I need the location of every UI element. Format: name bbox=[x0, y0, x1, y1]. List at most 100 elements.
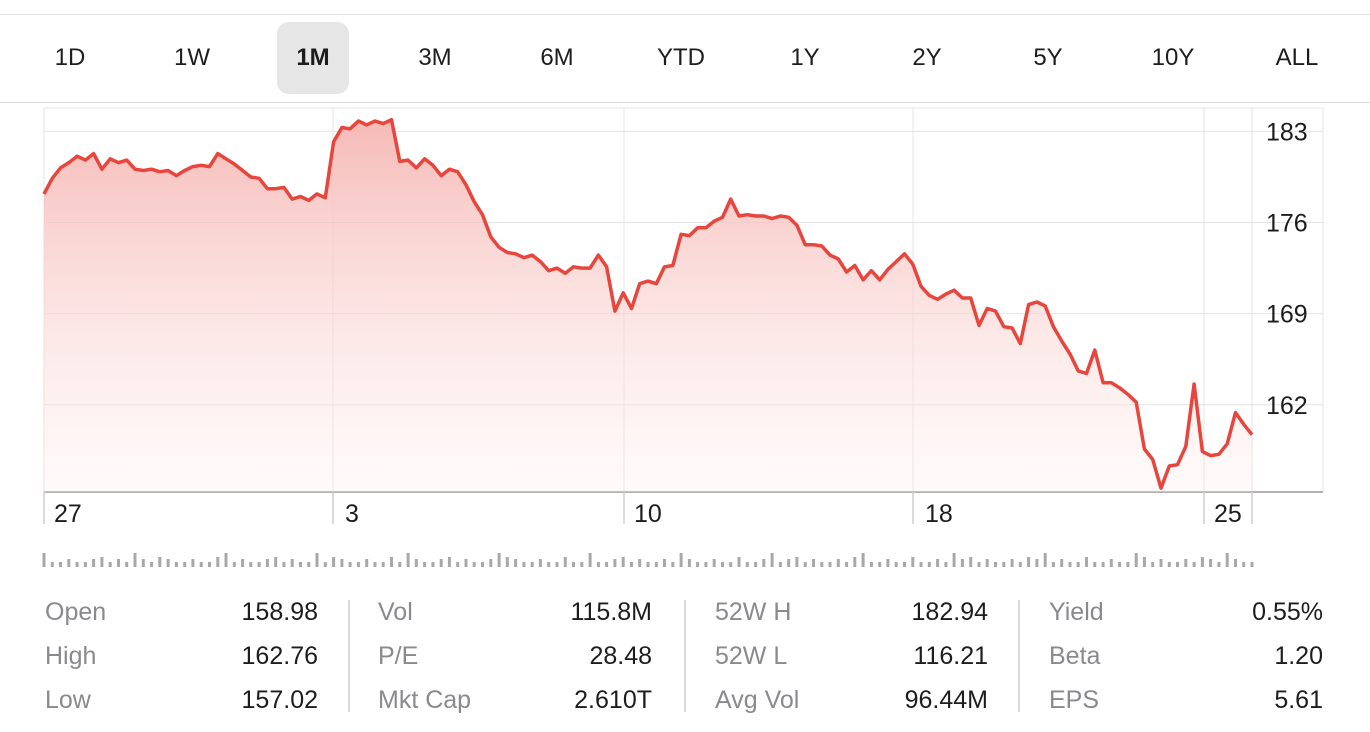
volume-bar bbox=[977, 562, 981, 567]
stat-row-vol: Vol 115.8M bbox=[378, 590, 652, 634]
volume-bar bbox=[894, 562, 898, 567]
stats-column: Vol 115.8M P/E 28.48 Mkt Cap 2.610T bbox=[378, 590, 652, 722]
volume-bar bbox=[1109, 559, 1113, 567]
range-tab-all[interactable]: ALL bbox=[1275, 44, 1319, 71]
volume-bar bbox=[1101, 562, 1105, 567]
range-tab-1y[interactable]: 1Y bbox=[790, 44, 820, 71]
volume-bar bbox=[514, 559, 518, 567]
range-tab-1m[interactable]: 1M bbox=[277, 22, 349, 94]
volume-bar bbox=[1176, 562, 1179, 567]
tabs-divider bbox=[0, 102, 1370, 103]
volume-bar bbox=[1060, 559, 1064, 567]
volume-bar bbox=[588, 553, 592, 567]
volume-bar bbox=[547, 562, 551, 567]
volume-bar bbox=[423, 562, 427, 567]
volume-bars bbox=[42, 553, 1254, 567]
stats-divider bbox=[1018, 600, 1020, 712]
stat-label: Avg Vol bbox=[715, 686, 800, 714]
stats-column: Yield 0.55% Beta 1.20 EPS 5.61 bbox=[1049, 590, 1323, 722]
volume-bar bbox=[745, 562, 749, 567]
volume-bar bbox=[249, 562, 253, 567]
volume-bar bbox=[861, 553, 865, 567]
volume-bar bbox=[580, 562, 584, 567]
stat-value: 162.76 bbox=[241, 642, 318, 670]
volume-bar bbox=[687, 559, 691, 567]
range-tab-5y[interactable]: 5Y bbox=[1033, 44, 1063, 71]
volume-bar bbox=[853, 557, 857, 567]
volume-bar bbox=[1051, 562, 1055, 567]
stat-label: Low bbox=[45, 686, 91, 714]
volume-bar bbox=[960, 559, 964, 567]
volume-bar bbox=[530, 562, 534, 567]
volume-bar bbox=[224, 553, 228, 567]
volume-bar bbox=[75, 562, 79, 567]
stat-row-high: High 162.76 bbox=[45, 634, 318, 678]
stats-column: 52W H 182.94 52W L 116.21 Avg Vol 96.44M bbox=[715, 590, 988, 722]
volume-bar bbox=[1209, 559, 1213, 567]
volume-bar bbox=[257, 562, 261, 567]
x-tick-label: 25 bbox=[1214, 500, 1242, 528]
stats-panel: Open 158.98 High 162.76 Low 157.02 Vol 115.8M P/… bbox=[0, 590, 1370, 730]
volume-bar bbox=[630, 562, 633, 567]
volume-bar bbox=[654, 562, 658, 567]
volume-bar bbox=[538, 559, 542, 567]
volume-bar bbox=[572, 562, 575, 567]
volume-bar bbox=[729, 562, 733, 567]
volume-bar bbox=[481, 562, 484, 567]
volume-bar bbox=[828, 562, 832, 567]
volume-bar bbox=[241, 559, 245, 567]
x-tick-label: 10 bbox=[634, 500, 662, 528]
stat-value: 116.21 bbox=[913, 642, 988, 670]
volume-bar bbox=[969, 557, 973, 567]
volume-bar bbox=[456, 562, 460, 567]
volume-bar bbox=[787, 559, 791, 567]
range-tab-ytd[interactable]: YTD bbox=[657, 44, 705, 71]
volume-bar bbox=[1151, 562, 1155, 567]
stats-divider bbox=[348, 600, 350, 712]
x-tick-label: 18 bbox=[925, 500, 953, 528]
volume-bar bbox=[803, 562, 807, 567]
volume-bar bbox=[373, 562, 377, 567]
range-tab-3m[interactable]: 3M bbox=[418, 44, 452, 71]
stats-column: Open 158.98 High 162.76 Low 157.02 bbox=[45, 590, 318, 722]
volume-bar bbox=[299, 562, 302, 567]
volume-bar bbox=[489, 559, 493, 567]
volume-bar bbox=[282, 562, 286, 567]
volume-bar bbox=[505, 557, 509, 567]
x-axis: 27 3 10 18 25 bbox=[43, 492, 1253, 528]
range-tab-6m[interactable]: 6M bbox=[540, 44, 574, 71]
volume-bar bbox=[340, 559, 344, 567]
volume-bar bbox=[663, 559, 666, 567]
volume-bar bbox=[1192, 562, 1196, 567]
volume-bar bbox=[216, 557, 220, 567]
volume-bar bbox=[1234, 559, 1237, 567]
range-tab-1d[interactable]: 1D bbox=[54, 44, 86, 71]
stat-value: 5.61 bbox=[1274, 686, 1323, 714]
volume-bar bbox=[770, 553, 774, 567]
range-tab-10y[interactable]: 10Y bbox=[1151, 44, 1195, 71]
volume-bar bbox=[927, 562, 931, 567]
volume-bar bbox=[845, 562, 849, 567]
volume-bar bbox=[754, 562, 758, 567]
volume-bar bbox=[903, 562, 906, 567]
volume-bar bbox=[778, 562, 782, 567]
range-tab-2y[interactable]: 2Y bbox=[912, 44, 942, 71]
volume-bar bbox=[886, 559, 890, 567]
stat-row-low: Low 157.02 bbox=[45, 678, 318, 722]
volume-bar bbox=[307, 562, 311, 567]
volume-bar bbox=[737, 557, 741, 567]
stat-row-eps: EPS 5.61 bbox=[1049, 678, 1323, 722]
volume-bar bbox=[447, 557, 451, 567]
range-tab-1w[interactable]: 1W bbox=[174, 44, 210, 71]
volume-bar bbox=[820, 562, 824, 567]
volume-bar bbox=[605, 562, 609, 567]
volume-bar bbox=[985, 559, 989, 567]
top-divider bbox=[0, 14, 1370, 15]
volume-bar bbox=[671, 562, 675, 567]
stat-label: Yield bbox=[1049, 598, 1104, 626]
volume-bar bbox=[208, 562, 211, 567]
volume-bar bbox=[232, 562, 236, 567]
stat-row-yield: Yield 0.55% bbox=[1049, 590, 1323, 634]
volume-bar bbox=[679, 553, 683, 567]
volume-bar bbox=[398, 562, 402, 567]
